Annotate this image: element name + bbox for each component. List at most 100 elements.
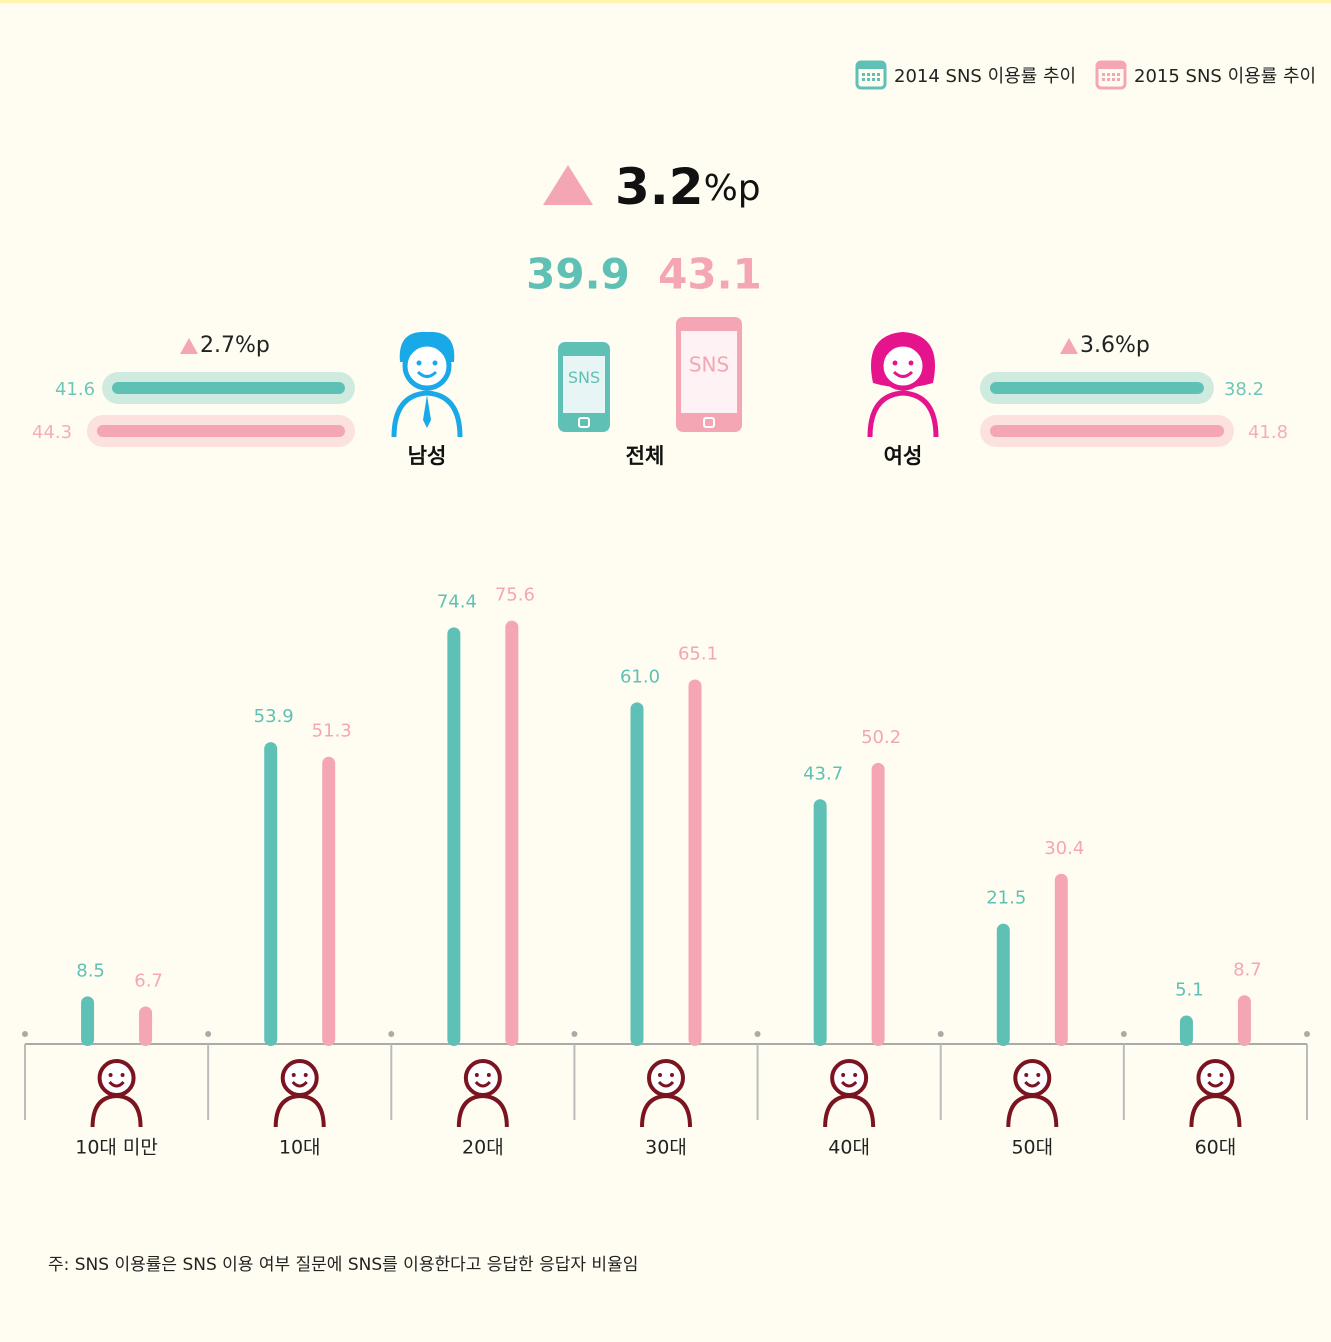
legend-icon-dot [1102,73,1105,76]
phone-label: SNS [689,353,729,377]
value-label: 75.6 [495,585,535,606]
gender-label: 여성 [884,444,923,468]
value-label: 6.7 [134,970,163,991]
value-label: 8.7 [1233,959,1262,980]
person-mouth [892,370,914,378]
axis-dot [205,1031,212,1037]
up-triangle [543,165,593,205]
legend-icon-dot [1107,78,1110,81]
legend-label: 2014 SNS 이용률 추이 [894,66,1076,87]
axis-dot [1304,1031,1310,1037]
axis-dot [388,1031,395,1037]
phone-screen [681,331,737,413]
x-tick-label: 10대 미만 [75,1137,158,1159]
x-tick-label: 60대 [1195,1137,1237,1159]
phone-label: SNS [568,368,600,387]
x-tick-label: 50대 [1011,1137,1053,1159]
value-label: 30.4 [1044,838,1084,859]
bar [1179,1015,1193,1046]
legend-icon-dot [872,73,875,76]
bar [630,702,644,1046]
age-icon-body [90,1093,143,1128]
person-eye [892,360,898,366]
bar [139,1006,153,1046]
legend-icon-dot [1102,78,1105,81]
legend-icon-top [1097,62,1125,69]
age-icon-head [97,1059,136,1097]
axis-dot [1120,1031,1127,1037]
age-icon-body [273,1093,326,1128]
value-label: 8.5 [76,960,105,981]
gender-bar [990,382,1204,394]
person-body [391,390,463,438]
overall-change-unit: %p [704,168,761,209]
age-icon-eye [853,1073,858,1077]
x-tick-label: 20대 [462,1137,504,1159]
x-tick-label: 30대 [645,1137,687,1159]
person-tie [423,395,431,428]
bar [1237,995,1251,1046]
value-label: 43.7 [803,763,843,784]
age-icon-head [1196,1059,1235,1097]
bar [996,923,1010,1046]
top-border [0,0,1331,3]
axis-dot [571,1031,578,1037]
bar [322,756,336,1046]
bar [1054,873,1068,1046]
value-label: 50.2 [861,727,901,748]
value-label: 65.1 [678,643,718,664]
change-triangle [1060,338,1078,354]
gender-value: 41.6 [55,379,95,400]
gender-change: 3.6%p [1080,333,1150,358]
overall-change-value: 3.2 [615,158,704,216]
age-icon-face [1024,1080,1041,1088]
legend-icon-dot [1107,73,1110,76]
overall-change: 3.2%p [615,158,761,216]
age-icon-head [463,1059,502,1097]
age-icon-body [456,1093,509,1128]
legend-icon-top [857,62,885,69]
axis-dot [22,1031,28,1037]
bar [264,742,278,1046]
age-icon-eye [658,1073,662,1077]
person-head [878,341,928,391]
bar [871,762,885,1046]
age-icon-face [1207,1080,1224,1088]
age-icon-face [657,1080,675,1088]
legend-icon-dot [877,78,880,81]
age-icon-face [291,1080,308,1088]
legend-icon-dot [1112,73,1115,76]
age-icon-eye [474,1073,479,1077]
person-eye [416,360,422,366]
phone-screen [563,356,605,413]
person-eye [432,360,438,366]
legend-icon-dot [1117,78,1120,81]
bar [447,627,461,1046]
value-label: 74.4 [437,591,477,612]
age-icon-face [108,1080,125,1088]
gender-value: 38.2 [1224,379,1264,400]
legend-icon-dot [867,78,870,81]
value-label: 51.3 [312,721,352,742]
legend-icon-dot [877,73,880,76]
age-icon-head [830,1059,869,1097]
person-body [867,390,939,438]
legend-icon-dot [1117,73,1120,76]
bar [505,620,519,1046]
age-icon-eye [1219,1073,1224,1077]
legend-label: 2015 SNS 이용률 추이 [1134,66,1316,87]
age-icon-eye [841,1073,846,1077]
gender-label: 남성 [408,444,447,468]
phone-button [578,417,590,428]
overall-value: 39.9 [526,250,630,299]
value-label: 61.0 [620,666,660,687]
legend-icon-dot [862,73,865,76]
value-label: 5.1 [1175,979,1204,1000]
age-icon-eye [291,1073,296,1077]
overall-value: 43.1 [658,250,762,299]
age-icon-face [841,1080,858,1088]
bar [813,799,827,1046]
axis-dot [754,1031,761,1037]
